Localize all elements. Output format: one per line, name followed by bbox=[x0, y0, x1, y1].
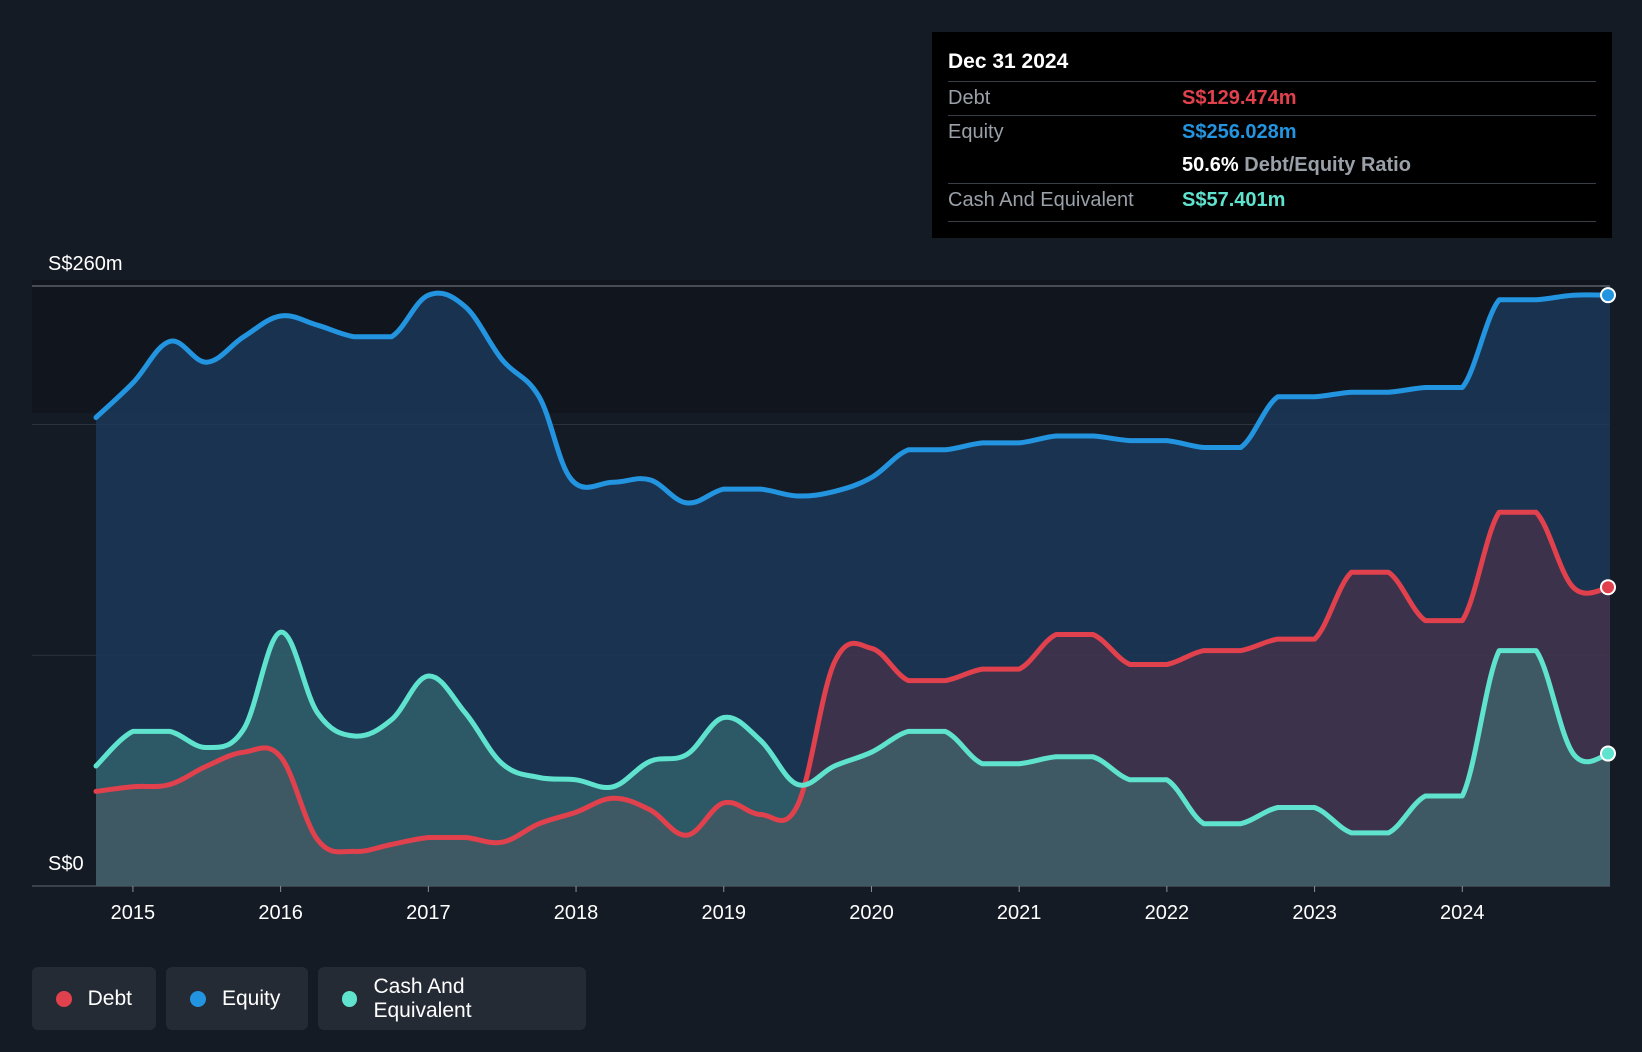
tooltip-ratio-row: 50.6% Debt/Equity Ratio bbox=[948, 149, 1596, 183]
tooltip-equity-row: Equity S$256.028m bbox=[948, 115, 1596, 150]
series-areas bbox=[96, 293, 1610, 886]
series-lines bbox=[93, 290, 1613, 855]
tooltip-cash-value: S$57.401m bbox=[1182, 189, 1286, 211]
cash-dot-icon bbox=[342, 990, 358, 1007]
tooltip-equity-value: S$256.028m bbox=[1182, 121, 1297, 143]
tooltip-ratio: 50.6% Debt/Equity Ratio bbox=[1182, 154, 1411, 177]
x-tick-label-2022: 2022 bbox=[1145, 902, 1190, 924]
tooltip-cash-row: Cash And Equivalent S$57.401m bbox=[948, 183, 1596, 218]
tooltip-ratio-value: 50.6% bbox=[1182, 154, 1239, 176]
x-tick-label-2020: 2020 bbox=[849, 902, 894, 924]
cash-and-equivalent-line bbox=[93, 629, 1613, 836]
equity-end-marker[interactable] bbox=[1600, 287, 1616, 304]
tooltip-ratio-label: Debt/Equity Ratio bbox=[1244, 154, 1411, 176]
tooltip-debt-value: S$129.474m bbox=[1182, 87, 1297, 109]
legend-equity-label: Equity bbox=[222, 986, 281, 1010]
end-markers bbox=[1600, 287, 1616, 762]
legend-item-equity[interactable]: Equity bbox=[166, 967, 308, 1030]
data-tooltip: Dec 31 2024 Debt S$129.474m Equity S$256… bbox=[932, 32, 1612, 238]
x-tick-label-2021: 2021 bbox=[997, 902, 1042, 924]
x-tick-label-2023: 2023 bbox=[1292, 902, 1337, 924]
x-axis-ticks: 2015 2016 2017 2018 2019 2020 2021 2022 2023 2024 bbox=[111, 886, 1485, 924]
equity-line bbox=[93, 290, 1613, 506]
x-tick-label-2016: 2016 bbox=[258, 902, 303, 924]
debt-line bbox=[93, 509, 1613, 855]
legend-item-debt[interactable]: Debt bbox=[32, 967, 156, 1030]
x-tick-label-2017: 2017 bbox=[406, 902, 451, 924]
legend-debt-label: Debt bbox=[87, 986, 132, 1010]
legend-item-cash[interactable]: Cash And Equivalent bbox=[318, 967, 586, 1030]
tooltip-cash-label: Cash And Equivalent bbox=[948, 189, 1134, 211]
x-tick-label-2018: 2018 bbox=[554, 902, 599, 924]
chart-legend: Debt Equity Cash And Equivalent bbox=[32, 967, 586, 1030]
tooltip-equity-label: Equity bbox=[948, 121, 1004, 143]
legend-cash-label: Cash And Equivalent bbox=[373, 974, 472, 1022]
tooltip-debt-row: Debt S$129.474m bbox=[948, 81, 1596, 116]
y-axis-max-label: S$260m bbox=[48, 253, 123, 275]
cash-and-equivalent-end-marker[interactable] bbox=[1600, 745, 1616, 762]
x-tick-label-2024: 2024 bbox=[1440, 902, 1485, 924]
debt-area bbox=[96, 512, 1610, 886]
tooltip-date: Dec 31 2024 bbox=[948, 50, 1069, 73]
tooltip-debt-label: Debt bbox=[948, 87, 991, 109]
tooltip-divider bbox=[948, 221, 1596, 222]
debt-end-marker[interactable] bbox=[1600, 579, 1616, 596]
equity-dot-icon bbox=[190, 990, 206, 1007]
x-tick-label-2019: 2019 bbox=[702, 902, 747, 924]
debt-dot-icon bbox=[56, 990, 72, 1007]
cash-and-equivalent-area bbox=[96, 632, 1610, 886]
y-axis-min-label: S$0 bbox=[48, 853, 84, 875]
x-tick-label-2015: 2015 bbox=[111, 902, 156, 924]
